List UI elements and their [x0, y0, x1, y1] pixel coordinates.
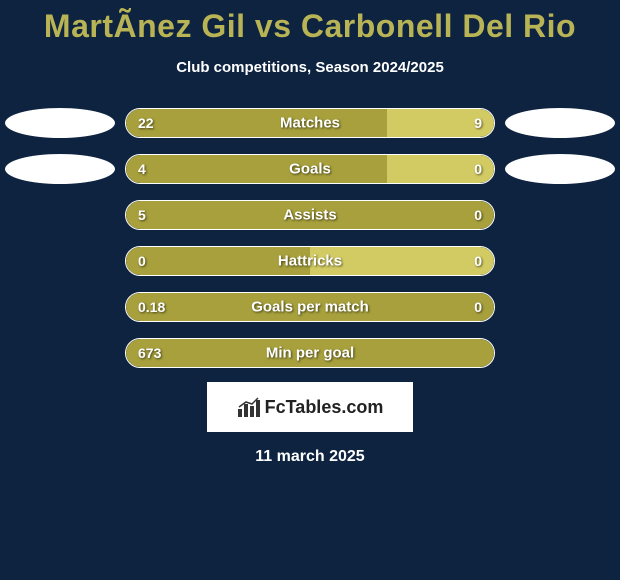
stat-label: Matches [280, 115, 340, 132]
stat-row: Matches 22 9 [0, 100, 620, 146]
logo-box: FcTables.com [207, 382, 413, 432]
bar-track: Assists 5 0 [125, 200, 495, 230]
subtitle: Club competitions, Season 2024/2025 [0, 59, 620, 76]
stat-row: Goals 4 0 [0, 146, 620, 192]
stat-value-left: 4 [138, 161, 146, 177]
player-ellipse-right [505, 154, 615, 184]
player-ellipse-right [505, 108, 615, 138]
comparison-chart: Matches229Goals40Assists50Hattricks00Goa… [0, 100, 620, 376]
stat-value-left: 0 [138, 253, 146, 269]
bar-track: Hattricks 0 0 [125, 246, 495, 276]
stat-value-right: 0 [474, 207, 482, 223]
stat-value-left: 5 [138, 207, 146, 223]
logo-text: FcTables.com [265, 397, 384, 418]
stat-value-right: 0 [474, 299, 482, 315]
stat-label: Min per goal [266, 345, 354, 362]
player-ellipse-left [5, 154, 115, 184]
stat-label: Goals [289, 161, 331, 178]
stat-value-right: 0 [474, 253, 482, 269]
stat-row: Min per goal 673 [0, 330, 620, 376]
stat-label: Goals per match [251, 299, 369, 316]
bar-segment-left [126, 155, 387, 183]
logo: FcTables.com [237, 397, 384, 418]
stat-row: Assists 5 0 [0, 192, 620, 238]
stat-value-left: 673 [138, 345, 161, 361]
stat-row: Hattricks 0 0 [0, 238, 620, 284]
stat-label: Hattricks [278, 253, 342, 270]
stat-row: Goals per match 0.18 0 [0, 284, 620, 330]
date-label: 11 march 2025 [0, 448, 620, 466]
bar-track: Goals per match 0.18 0 [125, 292, 495, 322]
bar-segment-left [126, 109, 387, 137]
stat-value-right: 9 [474, 115, 482, 131]
bar-track: Goals 4 0 [125, 154, 495, 184]
player-ellipse-left [5, 108, 115, 138]
page-title: MartÃ­nez Gil vs Carbonell Del Rio [0, 0, 620, 45]
stat-value-left: 0.18 [138, 299, 165, 315]
bar-track: Matches 22 9 [125, 108, 495, 138]
stat-value-left: 22 [138, 115, 154, 131]
bar-track: Min per goal 673 [125, 338, 495, 368]
stat-label: Assists [283, 207, 336, 224]
chart-icon [237, 397, 261, 417]
stat-value-right: 0 [474, 161, 482, 177]
